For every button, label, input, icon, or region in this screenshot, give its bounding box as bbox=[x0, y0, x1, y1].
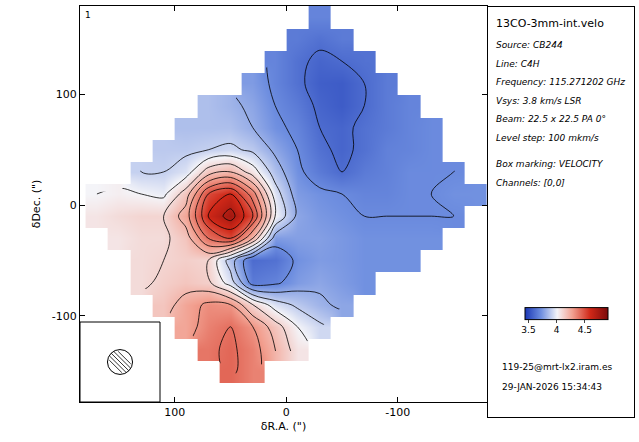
svg-text:δDec. ("): δDec. (") bbox=[30, 180, 43, 229]
html-text:Frequency: 115.271202 GHz: Frequency: 115.271202 GHz bbox=[496, 77, 625, 87]
html-text:Box marking: VELOCITY: Box marking: VELOCITY bbox=[496, 159, 603, 169]
html-text:Level step: 100 mkm/s: Level step: 100 mkm/s bbox=[496, 132, 599, 143]
svg-text:-100: -100 bbox=[385, 406, 410, 419]
svg-text:100: 100 bbox=[56, 88, 77, 101]
html-text:Source: CB244: Source: CB244 bbox=[496, 40, 563, 50]
html-text:119-25@mrt-lx2.iram.es: 119-25@mrt-lx2.iram.es bbox=[502, 362, 613, 372]
svg-text:100: 100 bbox=[164, 406, 185, 419]
svg-text:1: 1 bbox=[85, 10, 91, 20]
svg-text:δR.A. ("): δR.A. (") bbox=[261, 420, 306, 433]
html-text:13CO-3mm-int.velo: 13CO-3mm-int.velo bbox=[496, 17, 604, 30]
html-text:Channels: [0,0]: Channels: [0,0] bbox=[496, 177, 565, 188]
html-text:29-JAN-2026 15:34:43: 29-JAN-2026 15:34:43 bbox=[502, 382, 602, 392]
html-text:Beam: 22.5 x 22.5 PA 0°: Beam: 22.5 x 22.5 PA 0° bbox=[496, 114, 607, 124]
svg-text:0: 0 bbox=[70, 199, 77, 212]
svg-text:4.5: 4.5 bbox=[578, 325, 592, 335]
svg-text:3.5: 3.5 bbox=[521, 325, 535, 335]
html-text:Vsys: 3.8 km/s LSR: Vsys: 3.8 km/s LSR bbox=[496, 95, 582, 106]
html-text:Line: C4H: Line: C4H bbox=[496, 58, 540, 69]
svg-text:4: 4 bbox=[554, 325, 560, 335]
svg-text:-100: -100 bbox=[52, 310, 77, 323]
svg-text:0: 0 bbox=[283, 406, 290, 419]
